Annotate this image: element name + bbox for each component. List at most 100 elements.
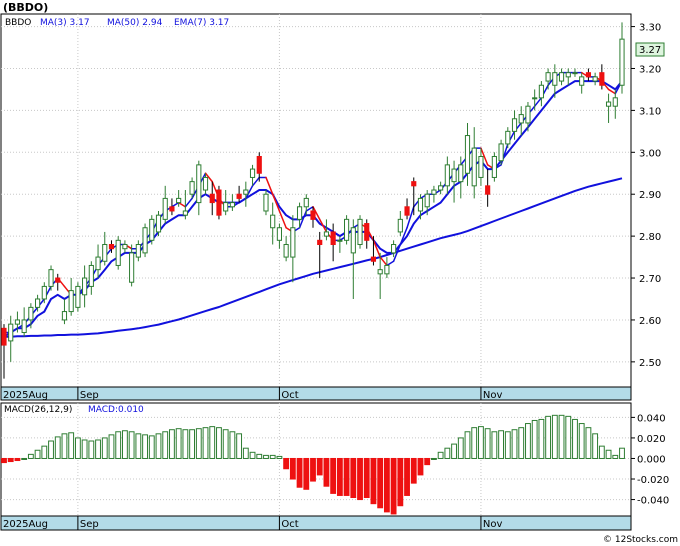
candle-body: [558, 72, 565, 82]
candle: [21, 307, 27, 337]
candle: [283, 236, 289, 262]
macd-bar: [128, 431, 135, 459]
price-y-axis: 2.50 2.60 2.70 2.80 2.90 3.00 3.10 3.20 3.30: [631, 23, 661, 369]
macd-bar: [343, 457, 350, 496]
candle-body: [370, 256, 377, 262]
candle-body: [41, 285, 47, 300]
candle-body: [478, 155, 484, 178]
candle: [538, 81, 544, 107]
candle: [323, 219, 330, 241]
candle: [444, 156, 450, 195]
macd-bar: [229, 431, 236, 459]
candle-body: [579, 76, 585, 86]
candle: [202, 173, 209, 195]
candle: [41, 282, 47, 304]
candle-body: [249, 168, 256, 178]
macd-bar: [209, 426, 216, 459]
macd-bar: [162, 431, 169, 459]
macd-bar: [269, 454, 276, 459]
candle: [317, 231, 323, 279]
macd-bar: [242, 447, 249, 459]
macd-bar: [88, 440, 95, 459]
macd-bar: [464, 431, 471, 459]
candle-body: [21, 319, 27, 334]
macd-y-tick-label: 0.020: [637, 434, 666, 445]
candle-body: [290, 227, 296, 258]
macd-bar: [289, 457, 296, 480]
candle: [545, 68, 551, 90]
candle-body: [169, 206, 175, 212]
candle-body: [323, 231, 330, 237]
macd-bar: [484, 428, 491, 459]
candle-body: [115, 239, 121, 266]
macd-bar: [121, 430, 128, 459]
candle: [182, 190, 188, 220]
candle: [115, 236, 121, 270]
candle-body: [619, 38, 625, 86]
last-price-marker: 3.27: [635, 42, 665, 57]
candle: [558, 68, 565, 86]
candle-body: [599, 72, 605, 86]
candle-body: [229, 202, 235, 208]
last-price-box: [635, 42, 665, 57]
price-x-tick-label: 2025Aug: [3, 390, 48, 401]
candle: [404, 198, 410, 220]
macd-bar: [68, 432, 75, 459]
ma50-line: [4, 177, 623, 338]
time-axis-band-macd: [0, 515, 632, 531]
candle: [370, 236, 377, 266]
candle-body: [296, 206, 303, 220]
candle-body: [135, 244, 141, 258]
ma3-segment: [238, 197, 247, 204]
candle-body: [82, 277, 88, 296]
macd-bar: [444, 447, 451, 459]
macd-panel: -0.040 -0.020 0.000 0.020 0.040 2025Aug Sep Oc…: [0, 402, 669, 531]
macd-bar: [61, 433, 68, 459]
candle: [585, 68, 591, 82]
candle: [249, 164, 256, 186]
macd-bar: [7, 457, 14, 463]
candle-body: [182, 210, 188, 216]
candle: [243, 181, 249, 207]
macd-y-tick-label: 0.040: [637, 413, 666, 424]
macd-bar: [545, 415, 552, 459]
candle-body: [451, 168, 457, 183]
macd-bar: [572, 418, 578, 459]
candle-body: [444, 164, 450, 187]
macd-bar: [296, 457, 303, 488]
macd-bar: [585, 427, 592, 459]
candle: [229, 194, 235, 211]
macd-bar: [451, 443, 457, 459]
ma3-segment: [298, 210, 308, 229]
candle-body: [142, 227, 148, 254]
ma3-segment: [184, 197, 193, 208]
candle: [82, 265, 88, 308]
candle: [364, 219, 370, 249]
macd-bar: [283, 457, 290, 470]
price-x-tick-label: Nov: [483, 390, 503, 401]
candle: [377, 252, 383, 299]
ma3-segment: [278, 210, 287, 229]
candle: [61, 298, 68, 325]
candle: [296, 202, 303, 228]
candle-body: [68, 290, 74, 313]
macd-bar: [538, 418, 545, 459]
candle: [1, 324, 7, 379]
candle: [95, 244, 101, 279]
candle-body: [485, 185, 491, 195]
macd-bar: [74, 437, 81, 459]
macd-x-tick-label: Oct: [281, 519, 298, 530]
candle-body: [438, 185, 444, 191]
candle: [142, 223, 148, 258]
candle-body: [95, 256, 101, 271]
macd-bar: [249, 451, 256, 459]
candle-body: [189, 181, 195, 195]
candle: [532, 89, 538, 111]
candle-body: [377, 269, 383, 275]
candle-body: [532, 97, 538, 100]
candle: [129, 244, 135, 287]
macd-bar: [350, 457, 357, 499]
macd-bar: [263, 454, 269, 459]
candle: [438, 181, 444, 195]
time-axis-band-price: [0, 386, 632, 401]
